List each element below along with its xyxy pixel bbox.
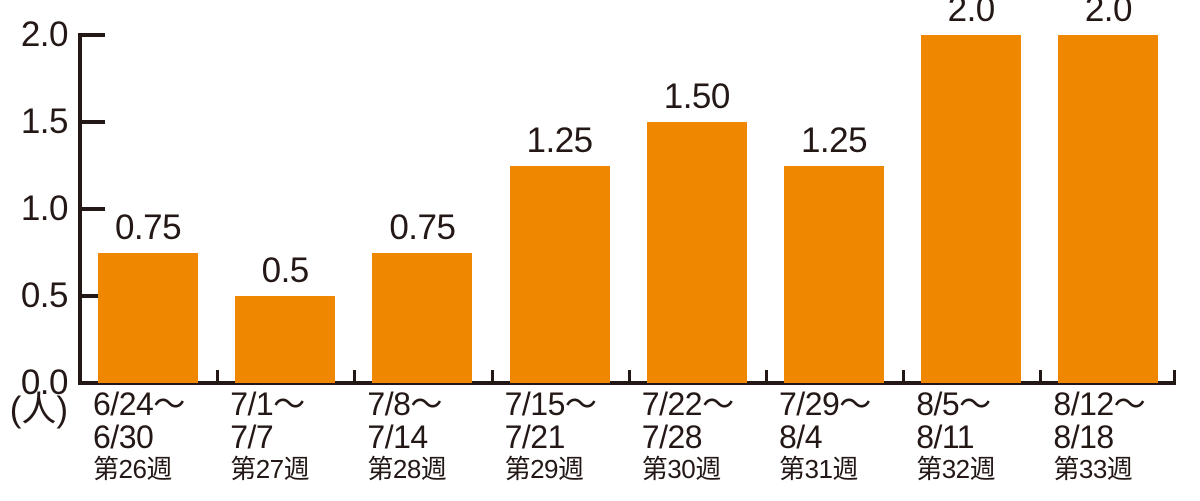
category-range-to: 7/28 [641,419,703,455]
y-axis-tick-label: 1.0 [20,189,69,228]
y-axis-tick [78,33,105,37]
category-week: 第29週 [504,454,584,484]
category-range-from: 8/12〜 [1053,386,1146,422]
bar-value-label: 1.25 [800,120,868,160]
x-axis-tick [628,370,631,383]
x-axis-category-label: 6/24〜 6/30 第26週 [93,388,243,485]
bar[interactable] [784,165,884,383]
x-axis-tick [1039,370,1042,383]
x-axis-category-label: 7/15〜 7/21 第29週 [505,388,655,485]
category-range-from: 7/1〜 [230,386,305,422]
x-axis-tick [765,370,768,383]
category-range-to: 7/21 [504,419,566,455]
x-axis-tick-end [1173,370,1176,383]
x-axis-category-label: 8/12〜 8/18 第33週 [1053,388,1200,485]
category-week: 第31週 [779,454,858,484]
x-axis-tick [353,370,356,383]
bar[interactable] [235,296,336,383]
category-week: 第27週 [230,454,310,484]
category-range-from: 6/24〜 [93,386,185,422]
y-axis-unit-label: (人) [9,390,68,429]
bar-value-label: 0.75 [114,207,182,247]
bar-value-label: 1.25 [526,120,594,160]
category-range-from: 7/22〜 [641,386,734,422]
category-range-to: 7/14 [367,419,428,455]
bar[interactable] [646,122,747,383]
bar[interactable] [372,252,473,383]
category-range-from: 7/29〜 [779,386,871,422]
x-axis-category-label: 7/29〜 8/4 第31週 [779,388,929,485]
category-range-from: 7/8〜 [367,386,442,422]
x-axis-category-label: 7/8〜 7/14 第28週 [367,388,517,485]
bar-value-label: 0.5 [261,251,310,290]
y-axis-tick-label: 1.5 [20,102,69,141]
x-axis-category-label: 7/22〜 7/28 第30週 [642,388,792,485]
y-axis-tick-label: 0.5 [20,276,69,315]
category-week: 第30週 [641,454,721,484]
category-range-to: 8/4 [779,419,822,455]
x-axis-tick [216,370,219,383]
category-range-to: 8/18 [1053,419,1114,455]
category-range-to: 8/11 [916,419,975,455]
bar[interactable] [509,165,610,383]
bar-value-label: 0.75 [389,207,456,247]
bar-value-label: 1.50 [663,77,731,116]
y-axis-tick-label: 0.0 [20,363,69,402]
x-axis-category-label: 8/5〜 8/11 第32週 [916,388,1066,485]
category-range-to: 7/7 [230,419,274,455]
x-axis-line [78,381,1176,385]
category-week: 第33週 [1053,454,1133,484]
category-week: 第28週 [367,454,447,484]
bar[interactable] [98,252,198,383]
category-range-from: 7/15〜 [504,386,597,422]
y-axis-tick [78,207,105,211]
category-week: 第26週 [93,454,172,484]
x-axis-category-label: 7/1〜 7/7 第27週 [230,388,380,485]
bar-value-label: 2.0 [947,0,996,29]
category-week: 第32週 [916,454,996,484]
bar-value-label: 2.0 [1084,0,1133,29]
category-range-from: 8/5〜 [916,386,991,422]
category-range-to: 6/30 [93,419,154,455]
x-axis-tick [491,370,494,383]
bar[interactable] [1058,35,1159,383]
y-axis-tick [78,294,105,298]
y-axis-tick [78,381,105,385]
y-axis-tick-label: 2.0 [20,15,69,54]
x-axis-tick [902,370,905,383]
y-axis-tick [78,120,105,124]
bar[interactable] [921,35,1022,383]
